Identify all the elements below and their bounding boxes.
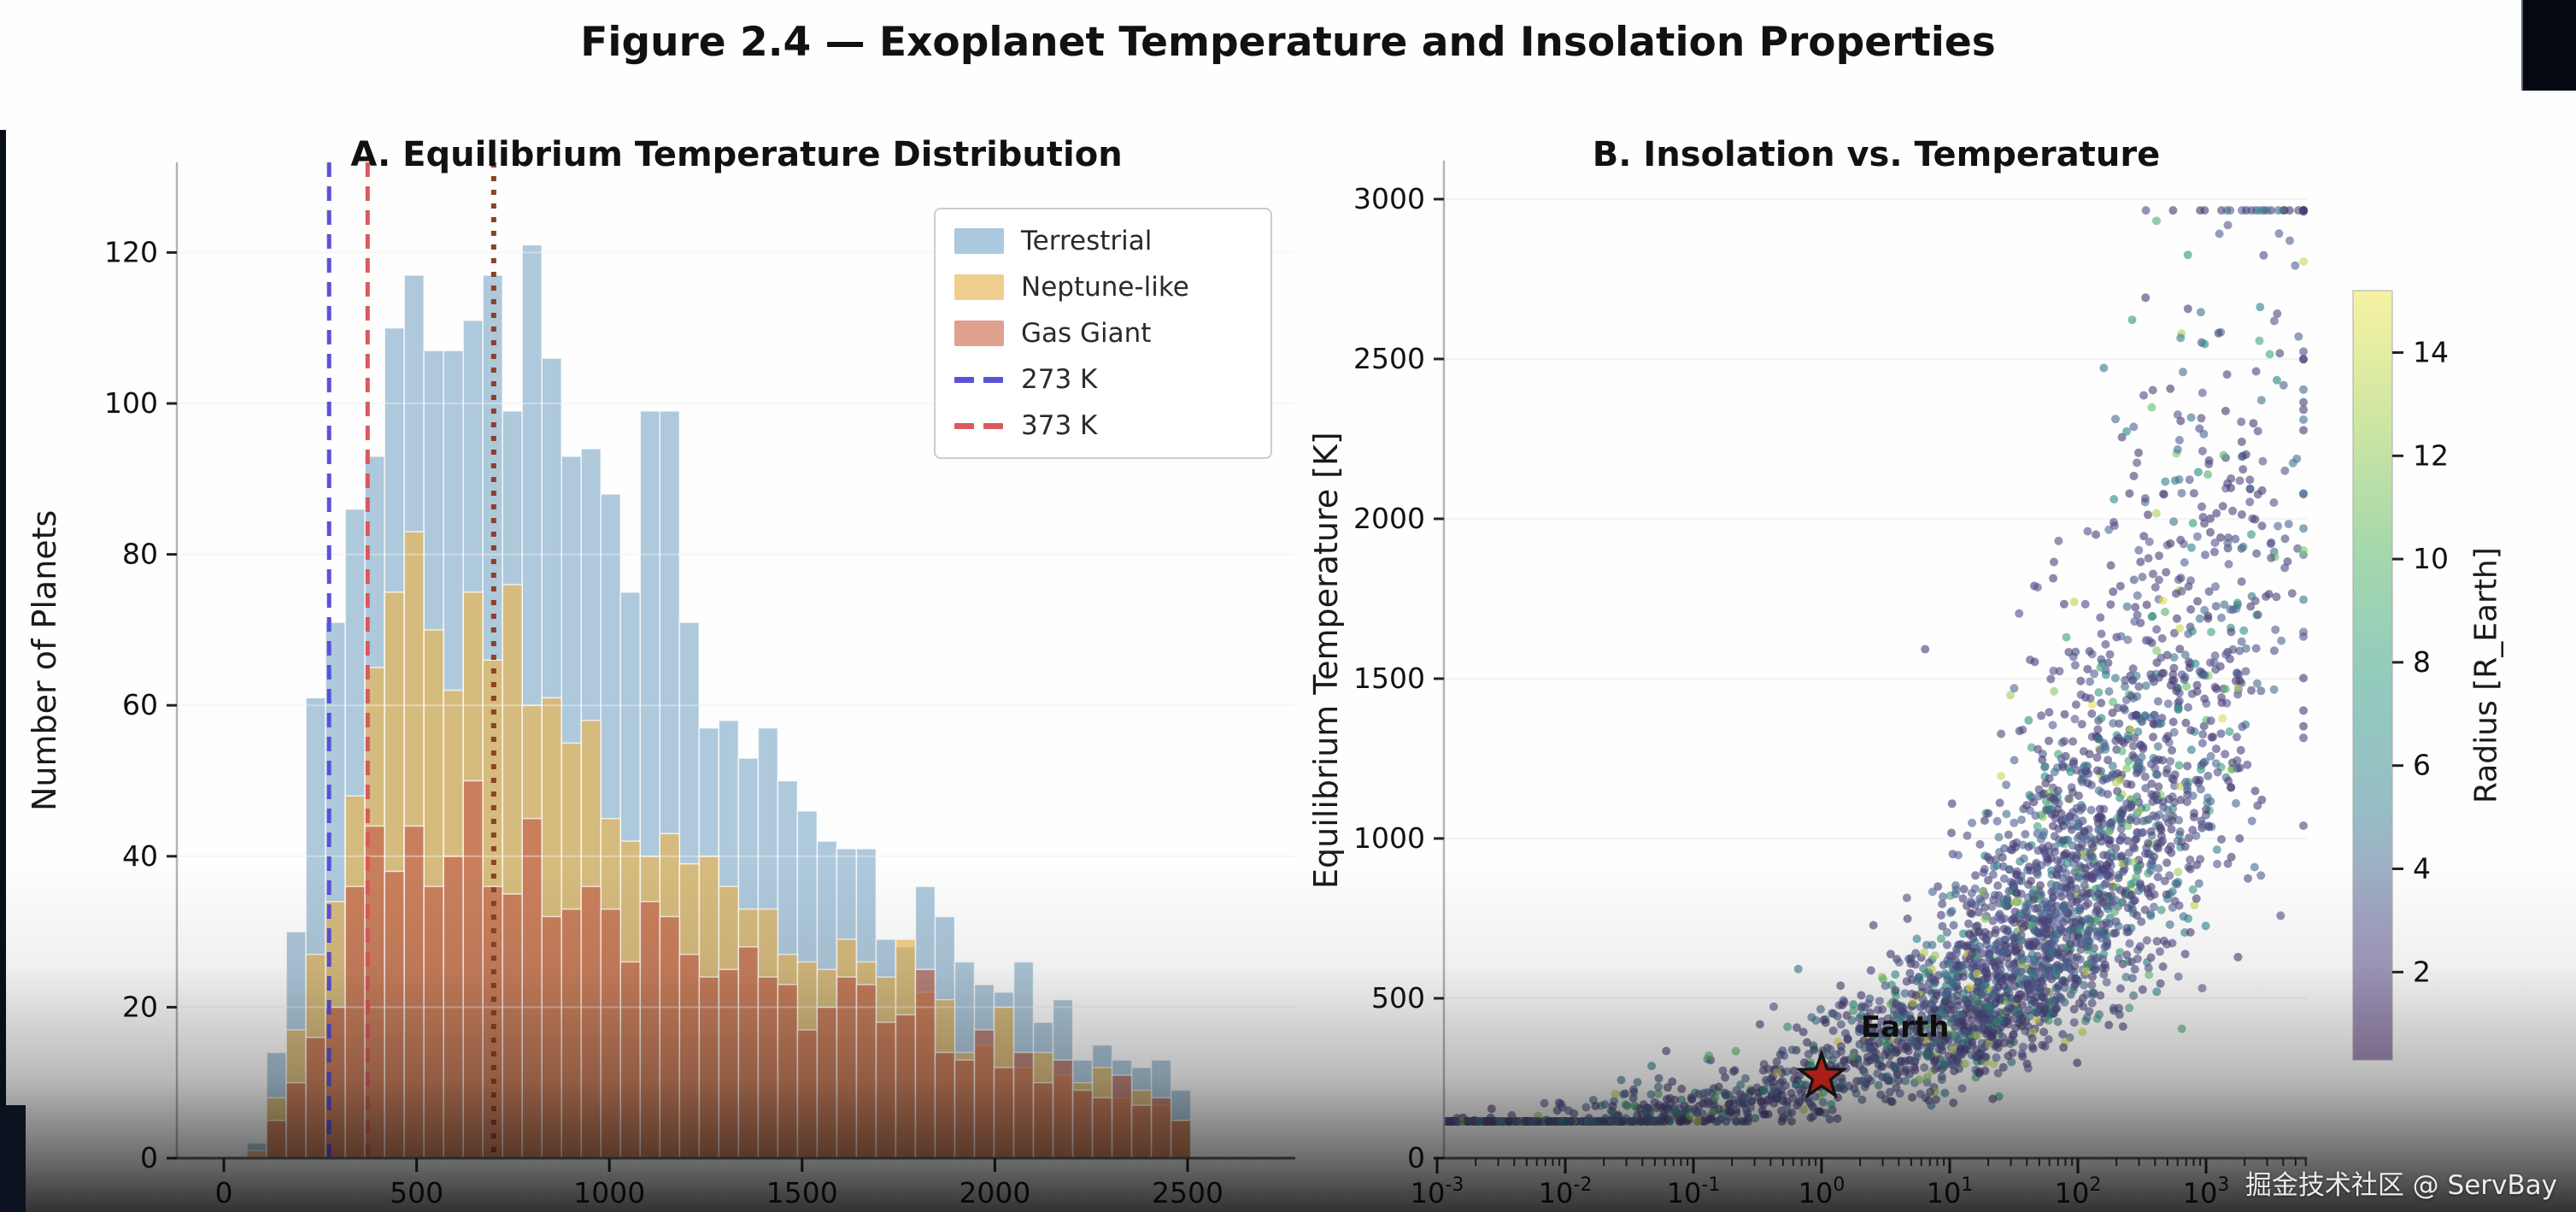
legend-item-373k: 373 K <box>954 408 1252 444</box>
terrestrial-swatch-icon <box>954 228 1004 254</box>
svg-text:10-1: 10-1 <box>1667 1174 1721 1209</box>
svg-text:4: 4 <box>2413 852 2431 885</box>
legend-label: Gas Giant <box>1021 318 1152 349</box>
svg-text:2000: 2000 <box>1353 502 1425 535</box>
legend-label: 273 K <box>1021 364 1098 395</box>
svg-text:1000: 1000 <box>573 1176 645 1209</box>
panel-a-y-axis-label: Number of Planets <box>26 509 63 811</box>
bottom-left-block <box>0 1105 26 1212</box>
figure-title: Figure 2.4 — Exoplanet Temperature and I… <box>580 19 1996 66</box>
panel-a-title: A. Equilibrium Temperature Distribution <box>350 135 1123 174</box>
svg-text:60: 60 <box>122 688 158 721</box>
legend-item-terrestrial: Terrestrial <box>954 223 1252 259</box>
svg-text:6: 6 <box>2413 749 2431 782</box>
gas-giant-swatch-icon <box>954 321 1004 346</box>
svg-text:2500: 2500 <box>1152 1176 1223 1209</box>
legend-label: Terrestrial <box>1021 226 1153 256</box>
svg-text:10-2: 10-2 <box>1539 1174 1593 1209</box>
svg-text:101: 101 <box>1927 1174 1974 1209</box>
svg-text:100: 100 <box>104 386 158 420</box>
svg-text:3000: 3000 <box>1353 182 1425 215</box>
legend-item-273k: 273 K <box>954 362 1252 397</box>
blue-dashed-line-icon <box>954 376 1004 383</box>
svg-text:500: 500 <box>390 1176 443 1209</box>
svg-text:1500: 1500 <box>766 1176 838 1209</box>
colorbar-label: Radius [R_Earth] <box>2468 547 2504 803</box>
svg-text:12: 12 <box>2413 438 2449 472</box>
svg-text:2000: 2000 <box>959 1176 1030 1209</box>
svg-text:10: 10 <box>2413 542 2449 575</box>
svg-text:1000: 1000 <box>1353 821 1425 855</box>
svg-text:120: 120 <box>104 235 158 268</box>
panel-b-title: B. Insolation vs. Temperature <box>1592 135 2161 174</box>
svg-text:14: 14 <box>2413 335 2449 368</box>
player-corner-box <box>2521 0 2576 91</box>
red-dashed-line-icon <box>954 422 1004 429</box>
left-edge-strip <box>0 130 6 1212</box>
svg-text:0: 0 <box>1407 1141 1425 1174</box>
legend-item-neptune-like: Neptune-like <box>954 269 1252 305</box>
legend-label: 373 K <box>1021 410 1098 441</box>
svg-text:0: 0 <box>140 1141 158 1174</box>
neptune-like-swatch-icon <box>954 274 1004 300</box>
earth-annotation: Earth <box>1861 1010 1950 1044</box>
svg-text:8: 8 <box>2413 645 2431 679</box>
svg-text:2500: 2500 <box>1353 342 1425 375</box>
svg-text:2: 2 <box>2413 955 2431 988</box>
watermark: 掘金技术社区 @ ServBay <box>2244 1170 2557 1201</box>
panel-b-y-axis-label: Equilibrium Temperature [K] <box>1307 432 1345 889</box>
svg-text:102: 102 <box>2055 1174 2102 1209</box>
svg-text:1500: 1500 <box>1353 662 1425 695</box>
svg-text:0: 0 <box>215 1176 233 1209</box>
svg-text:500: 500 <box>1371 981 1425 1015</box>
svg-text:40: 40 <box>122 839 158 873</box>
svg-text:80: 80 <box>122 538 158 571</box>
svg-text:10-3: 10-3 <box>1411 1174 1464 1209</box>
svg-text:103: 103 <box>2183 1174 2230 1209</box>
svg-text:100: 100 <box>1799 1174 1845 1209</box>
legend-item-gas-giant: Gas Giant <box>954 315 1252 351</box>
svg-text:20: 20 <box>122 990 158 1023</box>
legend-label: Neptune-like <box>1021 272 1189 303</box>
legend: Terrestrial Neptune-like Gas Giant 273 K… <box>934 208 1272 459</box>
